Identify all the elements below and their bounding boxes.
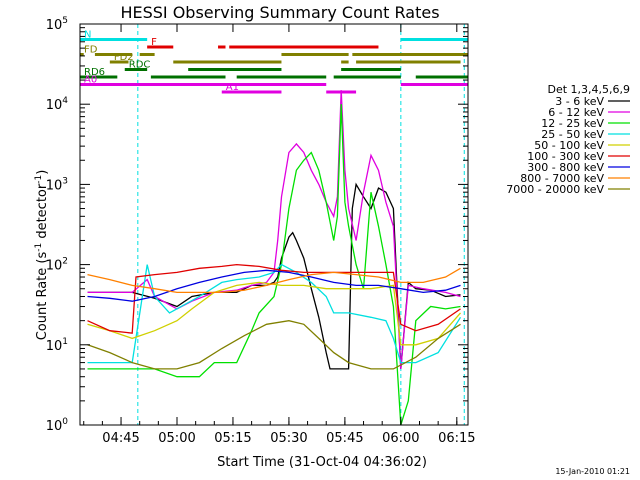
- x-tick-label-5: 06:00: [382, 431, 419, 446]
- legend-entry-2: 12 - 25 keV: [541, 117, 604, 130]
- series-line-8: [87, 320, 461, 370]
- y-tick-label-1: 101: [46, 337, 68, 354]
- plot-frame: [79, 23, 469, 426]
- flag-label-a0: A0: [84, 75, 97, 86]
- legend-entry-4: 50 - 100 keV: [534, 139, 604, 152]
- series-line-3: [87, 263, 462, 364]
- flag-label-rdc: RDC: [129, 60, 151, 71]
- series-layer: [87, 90, 462, 426]
- series-line-4: [87, 281, 461, 346]
- x-tick-label-2: 05:15: [214, 431, 251, 446]
- legend-entry-7: 800 - 7000 keV: [520, 172, 604, 185]
- x-tick-label-0: 04:45: [102, 431, 139, 446]
- legend-entry-1: 6 - 12 keV: [548, 106, 604, 119]
- series-line-7: [87, 267, 461, 294]
- y-tick-label-3: 103: [46, 176, 68, 193]
- y-tick-label-2: 102: [46, 257, 68, 274]
- x-axis-label: Start Time (31-Oct-04 04:36:02): [217, 455, 427, 470]
- legend-entry-0: 3 - 6 keV: [555, 95, 604, 108]
- x-tick-label-3: 05:30: [270, 431, 307, 446]
- flag-label-n: N: [84, 30, 91, 41]
- chart-title: HESSI Observing Summary Count Rates: [120, 3, 439, 22]
- y-tick-label-4: 104: [46, 96, 69, 113]
- legend-title: Det 1,3,4,5,6,9: [547, 83, 630, 96]
- series-line-5: [87, 263, 461, 334]
- legend-entry-3: 25 - 50 keV: [541, 128, 604, 141]
- y-tick-label-5: 105: [46, 16, 68, 33]
- y-tick-label-0: 100: [46, 417, 69, 434]
- flag-label-a1: A1: [226, 82, 239, 93]
- y-axis-label: Count Rate (s-1 detector-1): [34, 170, 50, 341]
- flag-label-fd: FD: [84, 45, 98, 56]
- legend-entry-5: 100 - 300 keV: [527, 150, 604, 163]
- legend-entry-8: 7000 - 20000 keV: [506, 183, 604, 196]
- flag-label-fd2: FD2: [114, 52, 134, 63]
- x-tick-label-6: 06:15: [438, 431, 475, 446]
- footer-timestamp: 15-Jan-2010 01:21: [555, 467, 630, 476]
- x-tick-label-4: 05:45: [326, 431, 363, 446]
- axes: 04:45 05:00 05:15 05:30 05:45 06:00 06:15 100 10…: [46, 16, 476, 446]
- x-tick-label-1: 05:00: [158, 431, 195, 446]
- series-line-6: [87, 269, 461, 302]
- series-line-1: [87, 90, 461, 369]
- legend-entry-6: 300 - 800 keV: [527, 161, 604, 174]
- series-line-2: [87, 104, 461, 426]
- flag-label-rd6: RD6: [84, 67, 105, 78]
- vertical-markers: [137, 24, 465, 425]
- flag-label-f: F: [151, 37, 157, 48]
